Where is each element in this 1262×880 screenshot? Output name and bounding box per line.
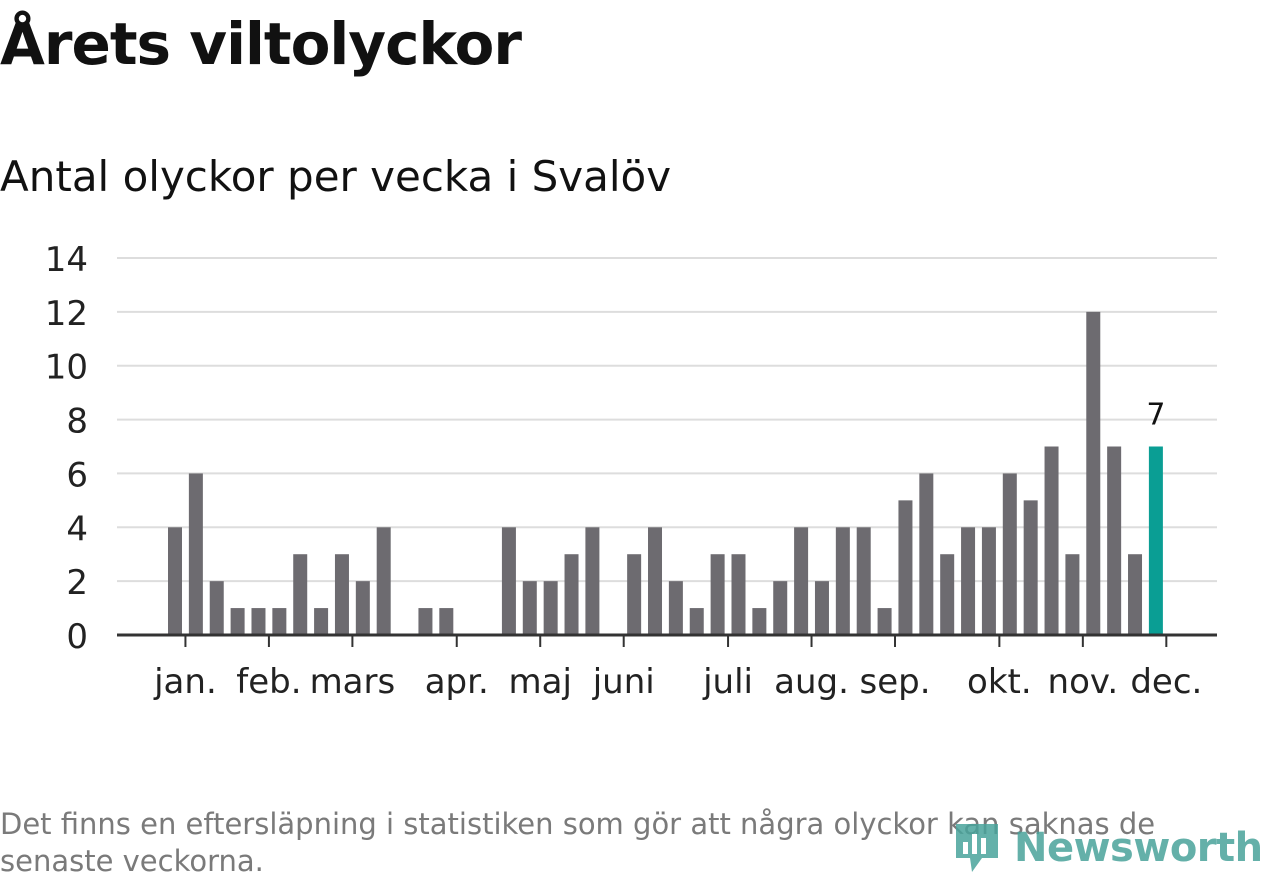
x-tick-label: feb. [236,662,301,702]
chart-subtitle: Antal olyckor per vecka i Svalöv [0,152,672,201]
bar [564,554,579,635]
bar [689,608,704,635]
bar [1002,473,1017,635]
bar [439,608,454,635]
bar [961,527,976,635]
x-tick-label: sep. [859,662,930,702]
y-tick-label: 2 [66,563,88,603]
bar [355,581,370,635]
bar [1065,554,1080,635]
bar [773,581,788,635]
bar [334,554,349,635]
y-tick-label: 4 [66,509,88,549]
bar [668,581,683,635]
chart-title: Årets viltolyckor [0,10,522,78]
bar [501,527,516,635]
y-tick-label: 14 [45,240,88,280]
bar [209,581,224,635]
y-tick-label: 6 [66,455,88,495]
bar [752,608,767,635]
bar [1107,446,1122,635]
bar [418,608,433,635]
bar [251,608,266,635]
bar [981,527,996,635]
x-tick-label: juni [592,662,655,702]
bar [1128,554,1143,635]
bar [272,608,287,635]
bar [627,554,642,635]
y-tick-label: 10 [45,348,88,388]
bar [1044,446,1059,635]
x-tick-label: okt. [967,662,1032,702]
y-tick-label: 12 [45,294,88,334]
x-tick-label: maj [509,662,572,702]
x-tick-label: apr. [425,662,489,702]
bar [794,527,809,635]
bar [314,608,329,635]
x-tick-label: juli [702,662,753,702]
x-tick-label: aug. [774,662,849,702]
bar [814,581,829,635]
bar [1086,311,1101,635]
bar [230,608,245,635]
x-tick-label: dec. [1130,662,1202,702]
bar [188,473,203,635]
bar [731,554,746,635]
bar [293,554,308,635]
bar [856,527,871,635]
bar [543,581,558,635]
highlight-bar [1148,446,1163,635]
highlight-data-label: 7 [1146,398,1165,433]
newsworthy-logo-icon [956,824,998,872]
bar [585,527,600,635]
bar [877,608,892,635]
bar [168,527,182,635]
bar [940,554,955,635]
x-tick-label: nov. [1048,662,1119,702]
y-tick-label: 8 [66,402,88,442]
newsworthy-logo: Newsworthy [952,818,1262,878]
bar [376,527,391,635]
x-tick-label: mars [310,662,396,702]
bar [1023,500,1038,635]
bar [710,554,725,635]
bar [522,581,537,635]
bar [648,527,663,635]
bar [919,473,934,635]
newsworthy-logo-text: Newsworthy [1014,825,1262,871]
bar [898,500,913,635]
x-tick-label: jan. [153,662,217,702]
y-tick-label: 0 [66,617,88,657]
bar [835,527,850,635]
